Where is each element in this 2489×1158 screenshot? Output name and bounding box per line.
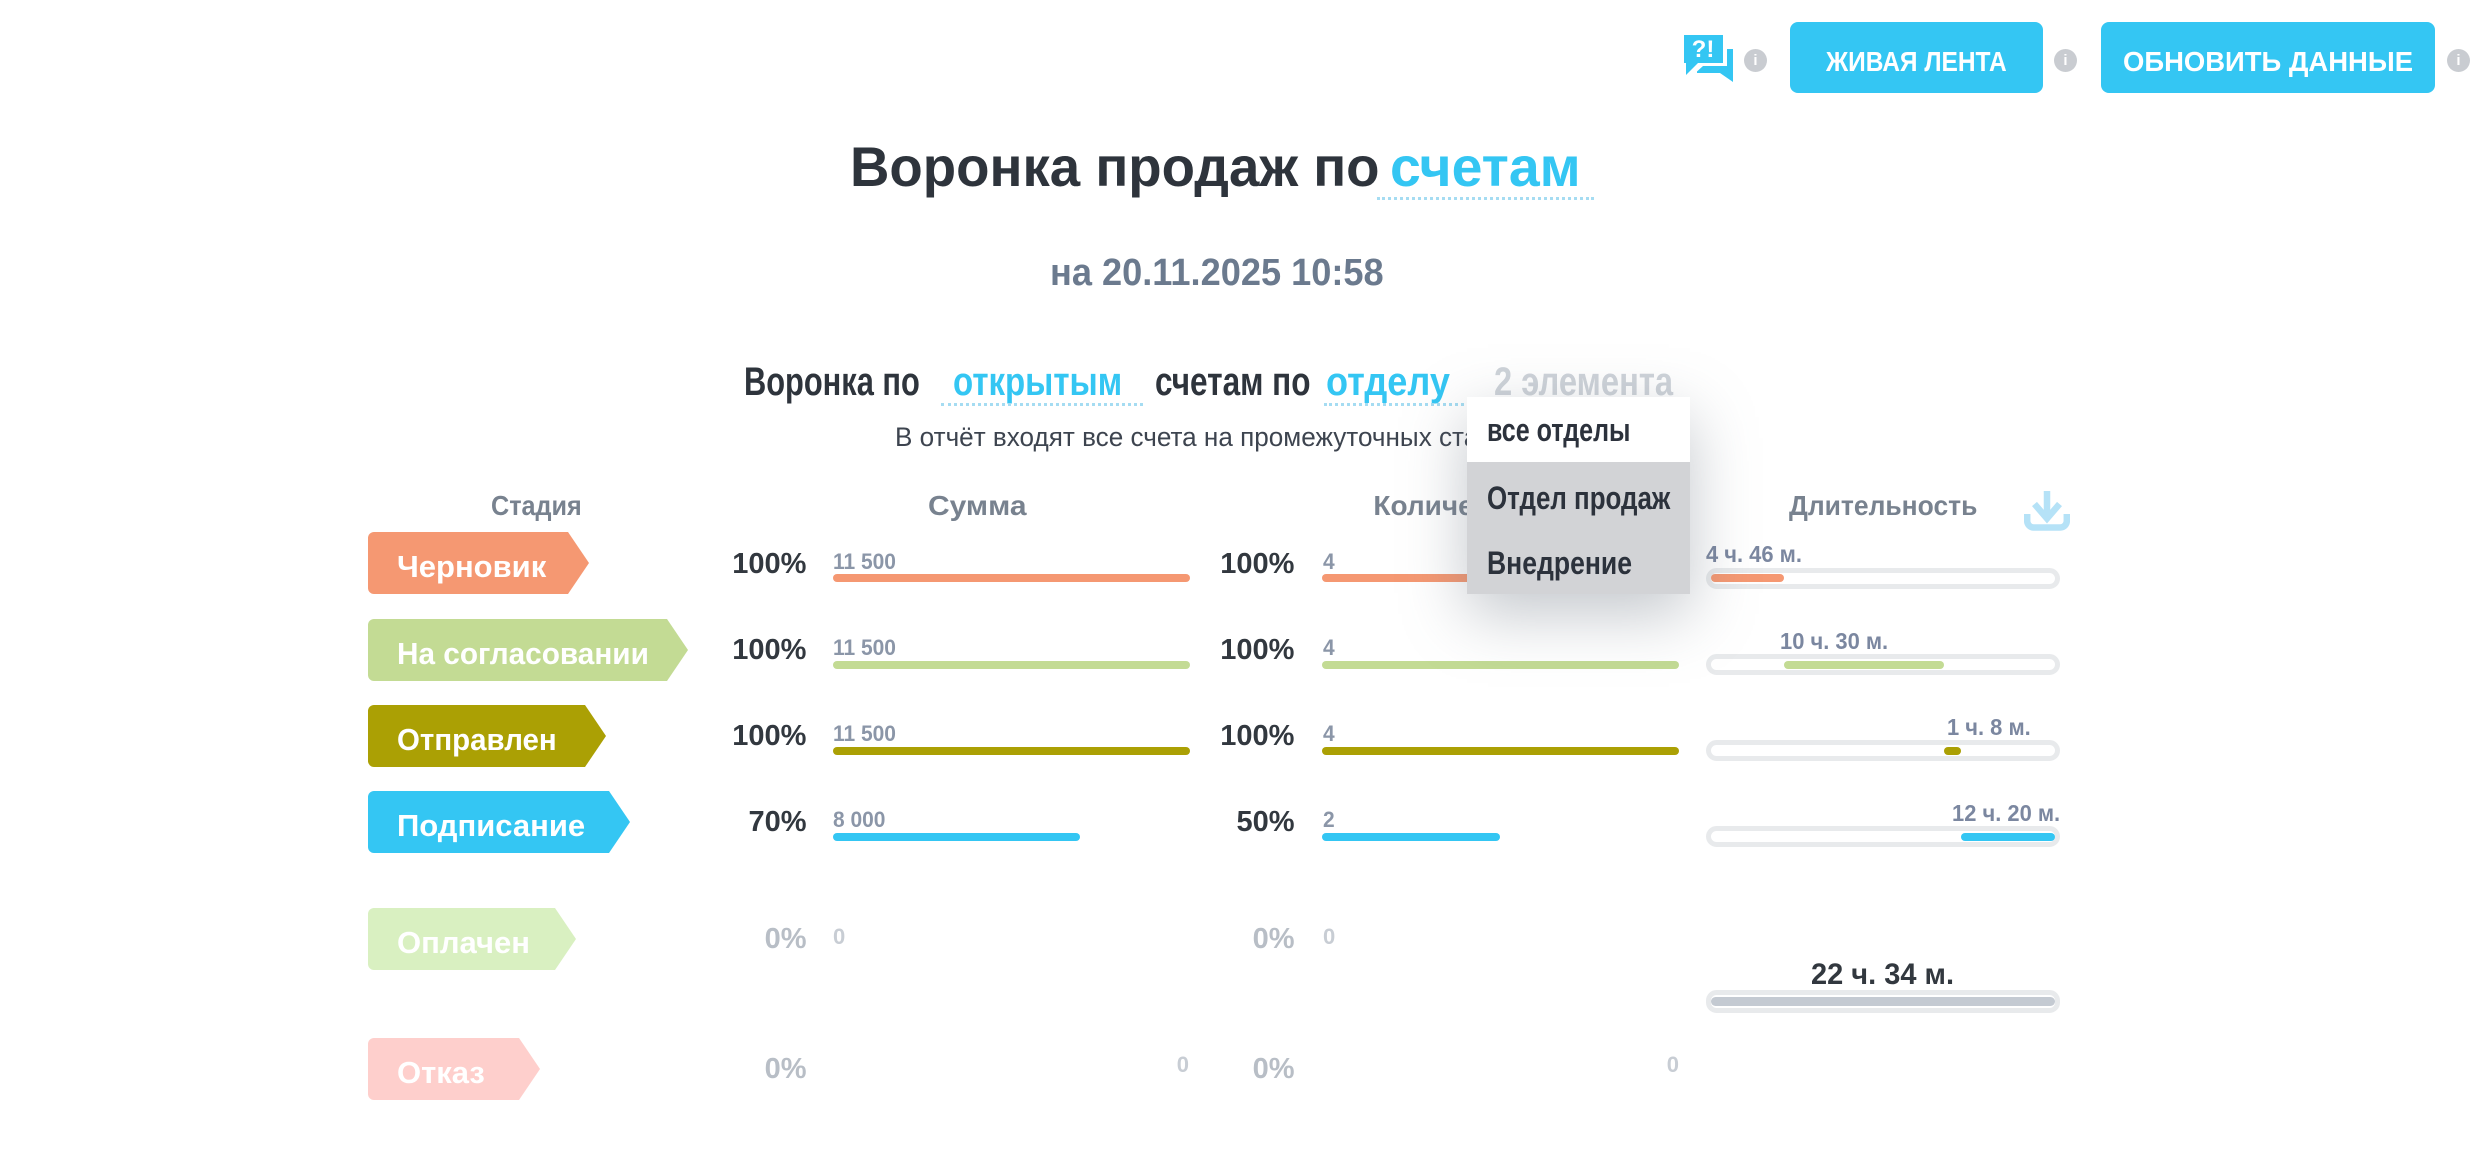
svg-text:?!: ?!: [1692, 36, 1715, 63]
